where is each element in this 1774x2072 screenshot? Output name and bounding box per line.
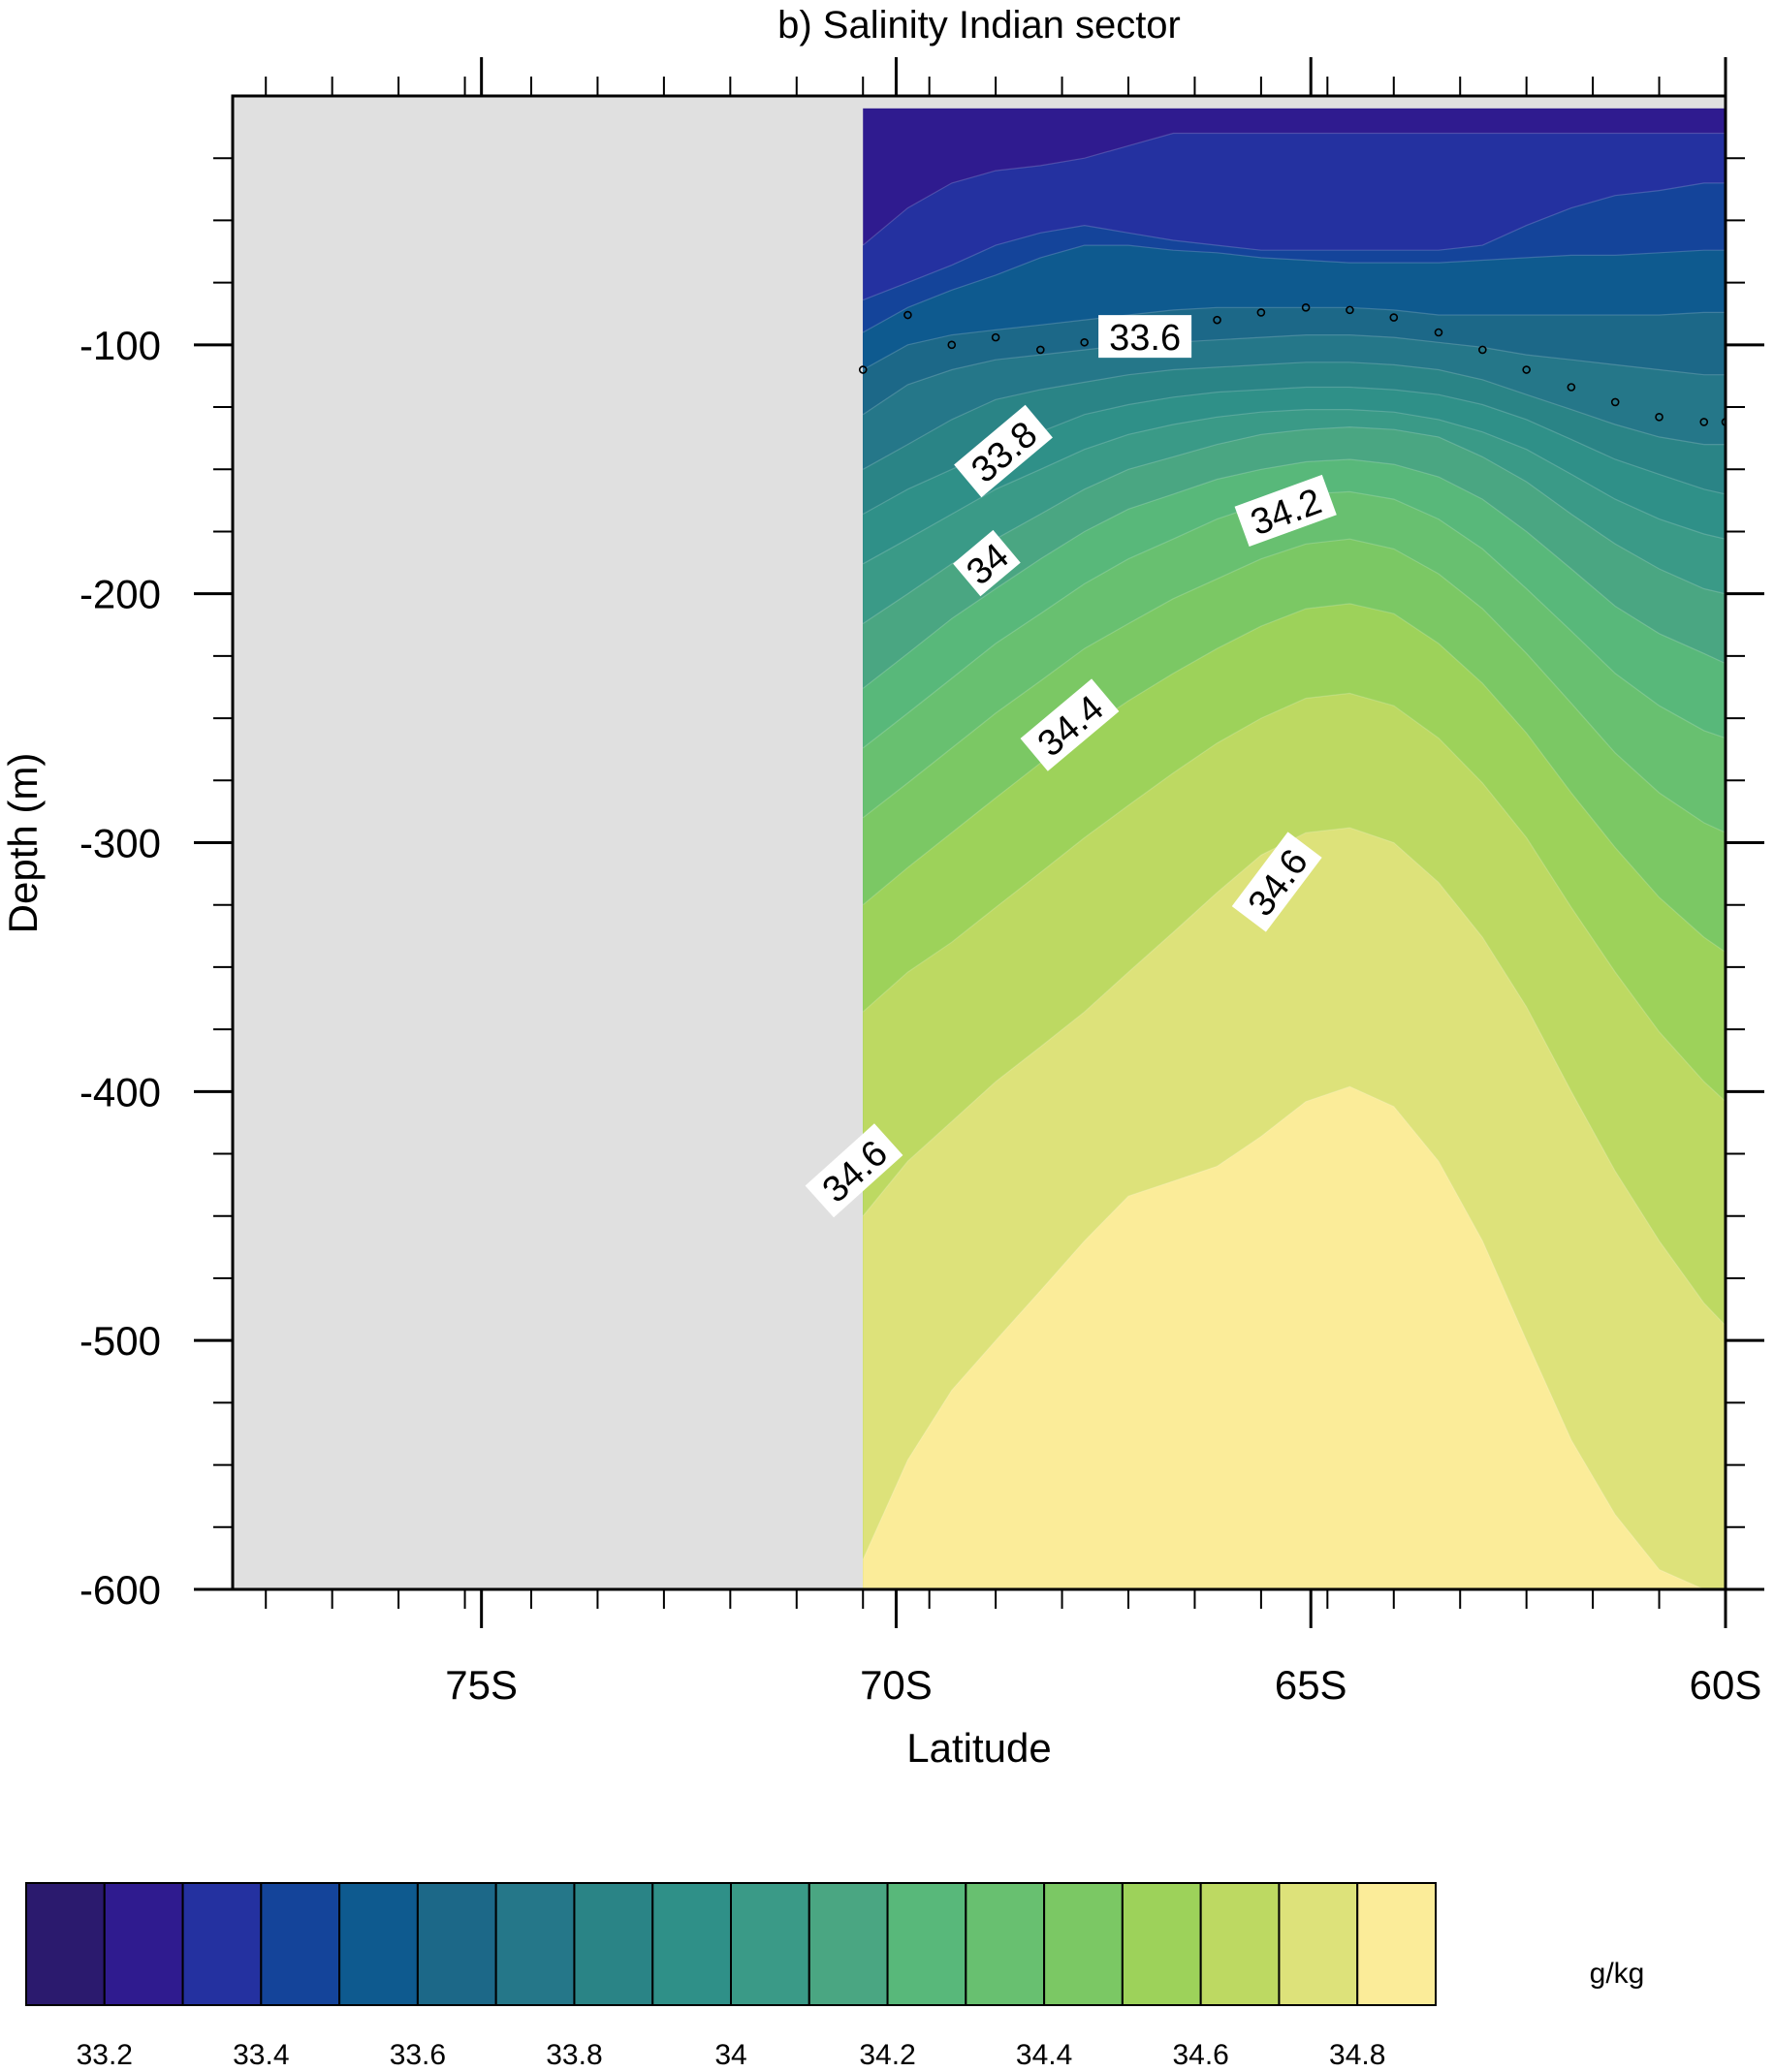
contour-line-34.7: [862, 827, 1726, 1327]
contour-label-box: [1020, 678, 1120, 771]
contour-line-34.2: [862, 458, 1726, 689]
contour-label-1: 33.8: [954, 404, 1053, 498]
mld-marker-9: [1256, 308, 1266, 317]
colorbar-tick-label: 34: [714, 2039, 746, 2071]
colorbar-tick-label: 33.4: [233, 2039, 289, 2071]
x-axis-label: Latitude: [906, 1725, 1051, 1771]
mld-marker-0: [858, 365, 868, 374]
chart-title: b) Salinity Indian sector: [777, 4, 1181, 47]
contour-label-box: [805, 1123, 903, 1218]
contour-line-34.5: [862, 603, 1726, 953]
contour-label-box: [953, 529, 1021, 597]
mld-marker-19: [1699, 418, 1709, 426]
contour-label-box: [1231, 832, 1322, 932]
contour-line-34.8: [862, 1085, 1726, 1589]
contour-label-6: 34.6: [805, 1123, 903, 1218]
contour-label-box: [954, 404, 1053, 498]
mld-marker-14: [1478, 345, 1487, 355]
colorbar-box-7: [573, 1882, 654, 2006]
y-axis-label: Depth (m): [0, 753, 46, 934]
colorbar-tick-label: 34.4: [1016, 2039, 1072, 2071]
contour-line-33.7: [862, 334, 1726, 416]
mld-marker-13: [1434, 328, 1443, 337]
contour-line-34.1: [862, 425, 1726, 624]
contour-line-34.6: [862, 692, 1726, 1103]
mld-marker-1: [903, 310, 912, 320]
colorbar-box-2: [181, 1882, 263, 2006]
colorbar-box-14: [1121, 1882, 1202, 2006]
mld-marker-20: [1721, 418, 1726, 426]
contour-line-33.6: [862, 306, 1726, 371]
colorbar-box-6: [494, 1882, 576, 2006]
colorbar-tick-label: 34.8: [1329, 2039, 1385, 2071]
contour-label-box: [1234, 474, 1337, 548]
colorbar-box-10: [808, 1882, 889, 2006]
colorbar: 33.2 33.4 33.6 33.8 34 34.2 34.4 34.6 34.8: [25, 1882, 1437, 2071]
contour-line-34.4: [862, 538, 1726, 833]
contour-line-34: [862, 409, 1726, 565]
mld-marker-5: [1080, 337, 1089, 347]
mld-marker-2: [947, 340, 957, 350]
contour-label-text: 33.6: [1109, 318, 1181, 359]
contour-line-33.3: [862, 132, 1726, 246]
colorbar-box-0: [25, 1882, 106, 2006]
mld-marker-12: [1389, 313, 1399, 322]
mld-marker-4: [1036, 345, 1045, 355]
x-tick-label: 65S: [1275, 1662, 1347, 1708]
contour-label-box: [1098, 315, 1192, 359]
contour-label-4: 34.4: [1020, 678, 1120, 771]
mld-marker-10: [1301, 303, 1311, 312]
colorbar-box-8: [651, 1882, 733, 2006]
mld-marker-3: [991, 332, 1000, 342]
contour-line-33.4: [862, 182, 1726, 301]
mld-marker-16: [1567, 383, 1576, 392]
y-tick-label: -300: [79, 821, 161, 866]
mld-marker-11: [1346, 305, 1354, 315]
y-tick-label: -600: [79, 1567, 161, 1613]
colorbar-tick-label: 34.2: [859, 2039, 915, 2071]
colorbar-tick-label: 33.2: [77, 2039, 133, 2071]
y-tick-label: -100: [79, 323, 161, 368]
colorbar-box-9: [730, 1882, 810, 2006]
contour-band-34.8: [863, 1086, 1726, 1589]
x-tick-label: 75S: [445, 1662, 518, 1708]
mld-marker-17: [1610, 397, 1620, 407]
x-tick-label: 60S: [1690, 1662, 1762, 1708]
colorbar-units: g/kg: [1590, 1958, 1645, 1990]
y-tick-label: -500: [79, 1318, 161, 1364]
colorbar-box-15: [1199, 1882, 1281, 2006]
mld-marker-18: [1655, 413, 1663, 422]
colorbar-box-3: [260, 1882, 341, 2006]
colorbar-box-13: [1043, 1882, 1124, 2006]
y-tick-label: -200: [79, 572, 161, 617]
colorbar-tick-label: 33.8: [546, 2039, 602, 2071]
mld-marker-15: [1522, 365, 1531, 374]
colorbar-box-1: [103, 1882, 184, 2006]
colorbar-box-11: [886, 1882, 967, 2006]
contour-label-0: 33.6: [1098, 315, 1192, 359]
y-tick-label: -400: [79, 1069, 161, 1114]
contour-line-33.8: [862, 361, 1726, 470]
colorbar-box-16: [1278, 1882, 1359, 2006]
colorbar-box-5: [416, 1882, 497, 2006]
colorbar-tick-label: 33.6: [390, 2039, 446, 2071]
colorbar-box-17: [1356, 1882, 1437, 2006]
colorbar-box-12: [965, 1882, 1046, 2006]
x-tick-label: 70S: [860, 1662, 933, 1708]
mld-marker-8: [1213, 315, 1221, 325]
colorbar-tick-label: 34.6: [1172, 2039, 1228, 2071]
colorbar-box-4: [338, 1882, 419, 2006]
axes: 75S 70S 65S 60S -100 -200 -300 -400 -500 -600: [79, 57, 1764, 1708]
contour-line-33.5: [862, 244, 1726, 333]
